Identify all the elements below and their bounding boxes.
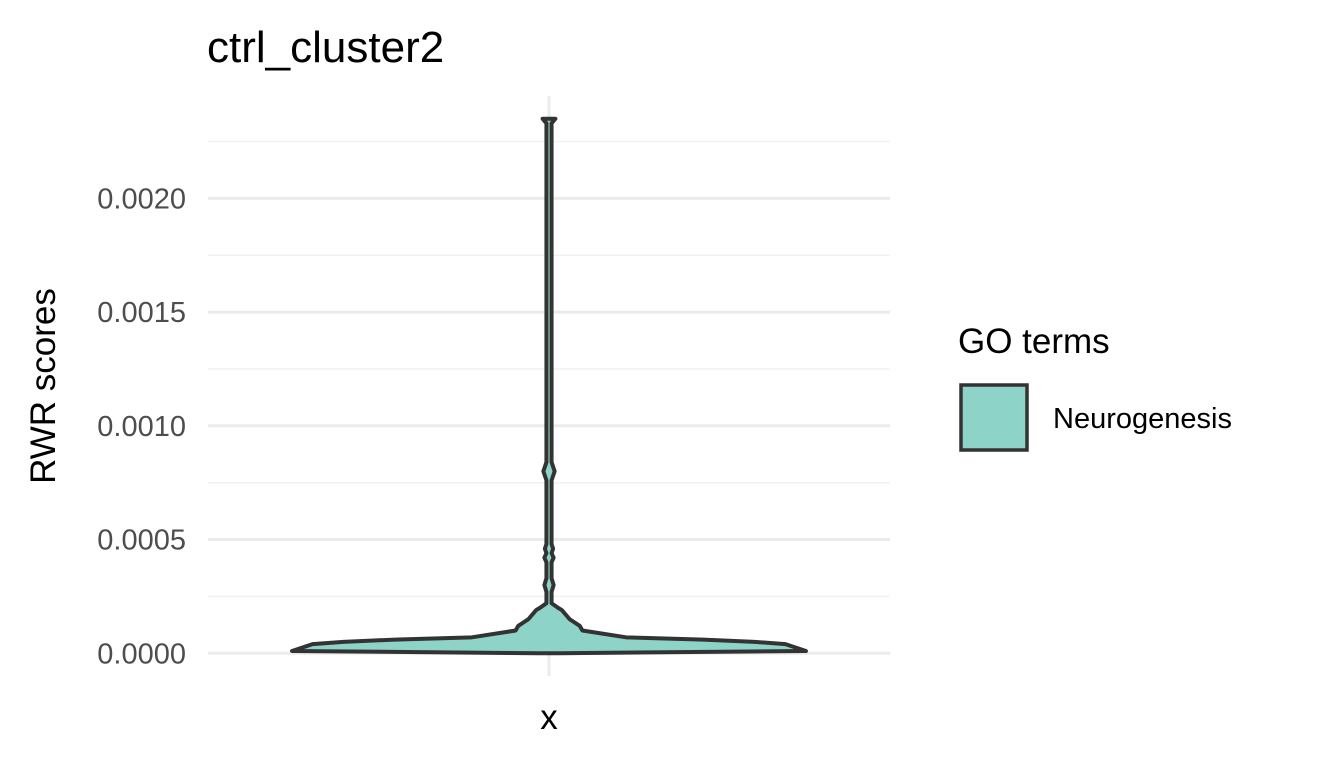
y-axis-ticks: 0.0000 0.0005 0.0010 0.0015 0.0020 <box>97 183 186 670</box>
legend-title: GO terms <box>958 322 1110 361</box>
legend-swatch <box>959 383 1029 452</box>
y-axis-title: RWR scores <box>24 288 63 484</box>
legend-label: Neurogenesis <box>1053 403 1232 435</box>
legend: GO terms Neurogenesis <box>958 322 1232 452</box>
y-tick-label: 0.0000 <box>97 638 186 670</box>
chart-title: ctrl_cluster2 <box>207 23 444 72</box>
y-tick-label: 0.0020 <box>97 183 186 215</box>
y-tick-label: 0.0015 <box>97 297 186 329</box>
legend-entries: Neurogenesis <box>959 383 1232 452</box>
violin-layer <box>290 116 808 656</box>
y-tick-label: 0.0005 <box>97 525 186 557</box>
x-axis-ticks: x <box>540 698 558 737</box>
x-tick-label: x <box>540 698 558 737</box>
violin-neurogenesis <box>290 116 808 656</box>
y-tick-label: 0.0010 <box>97 411 186 443</box>
